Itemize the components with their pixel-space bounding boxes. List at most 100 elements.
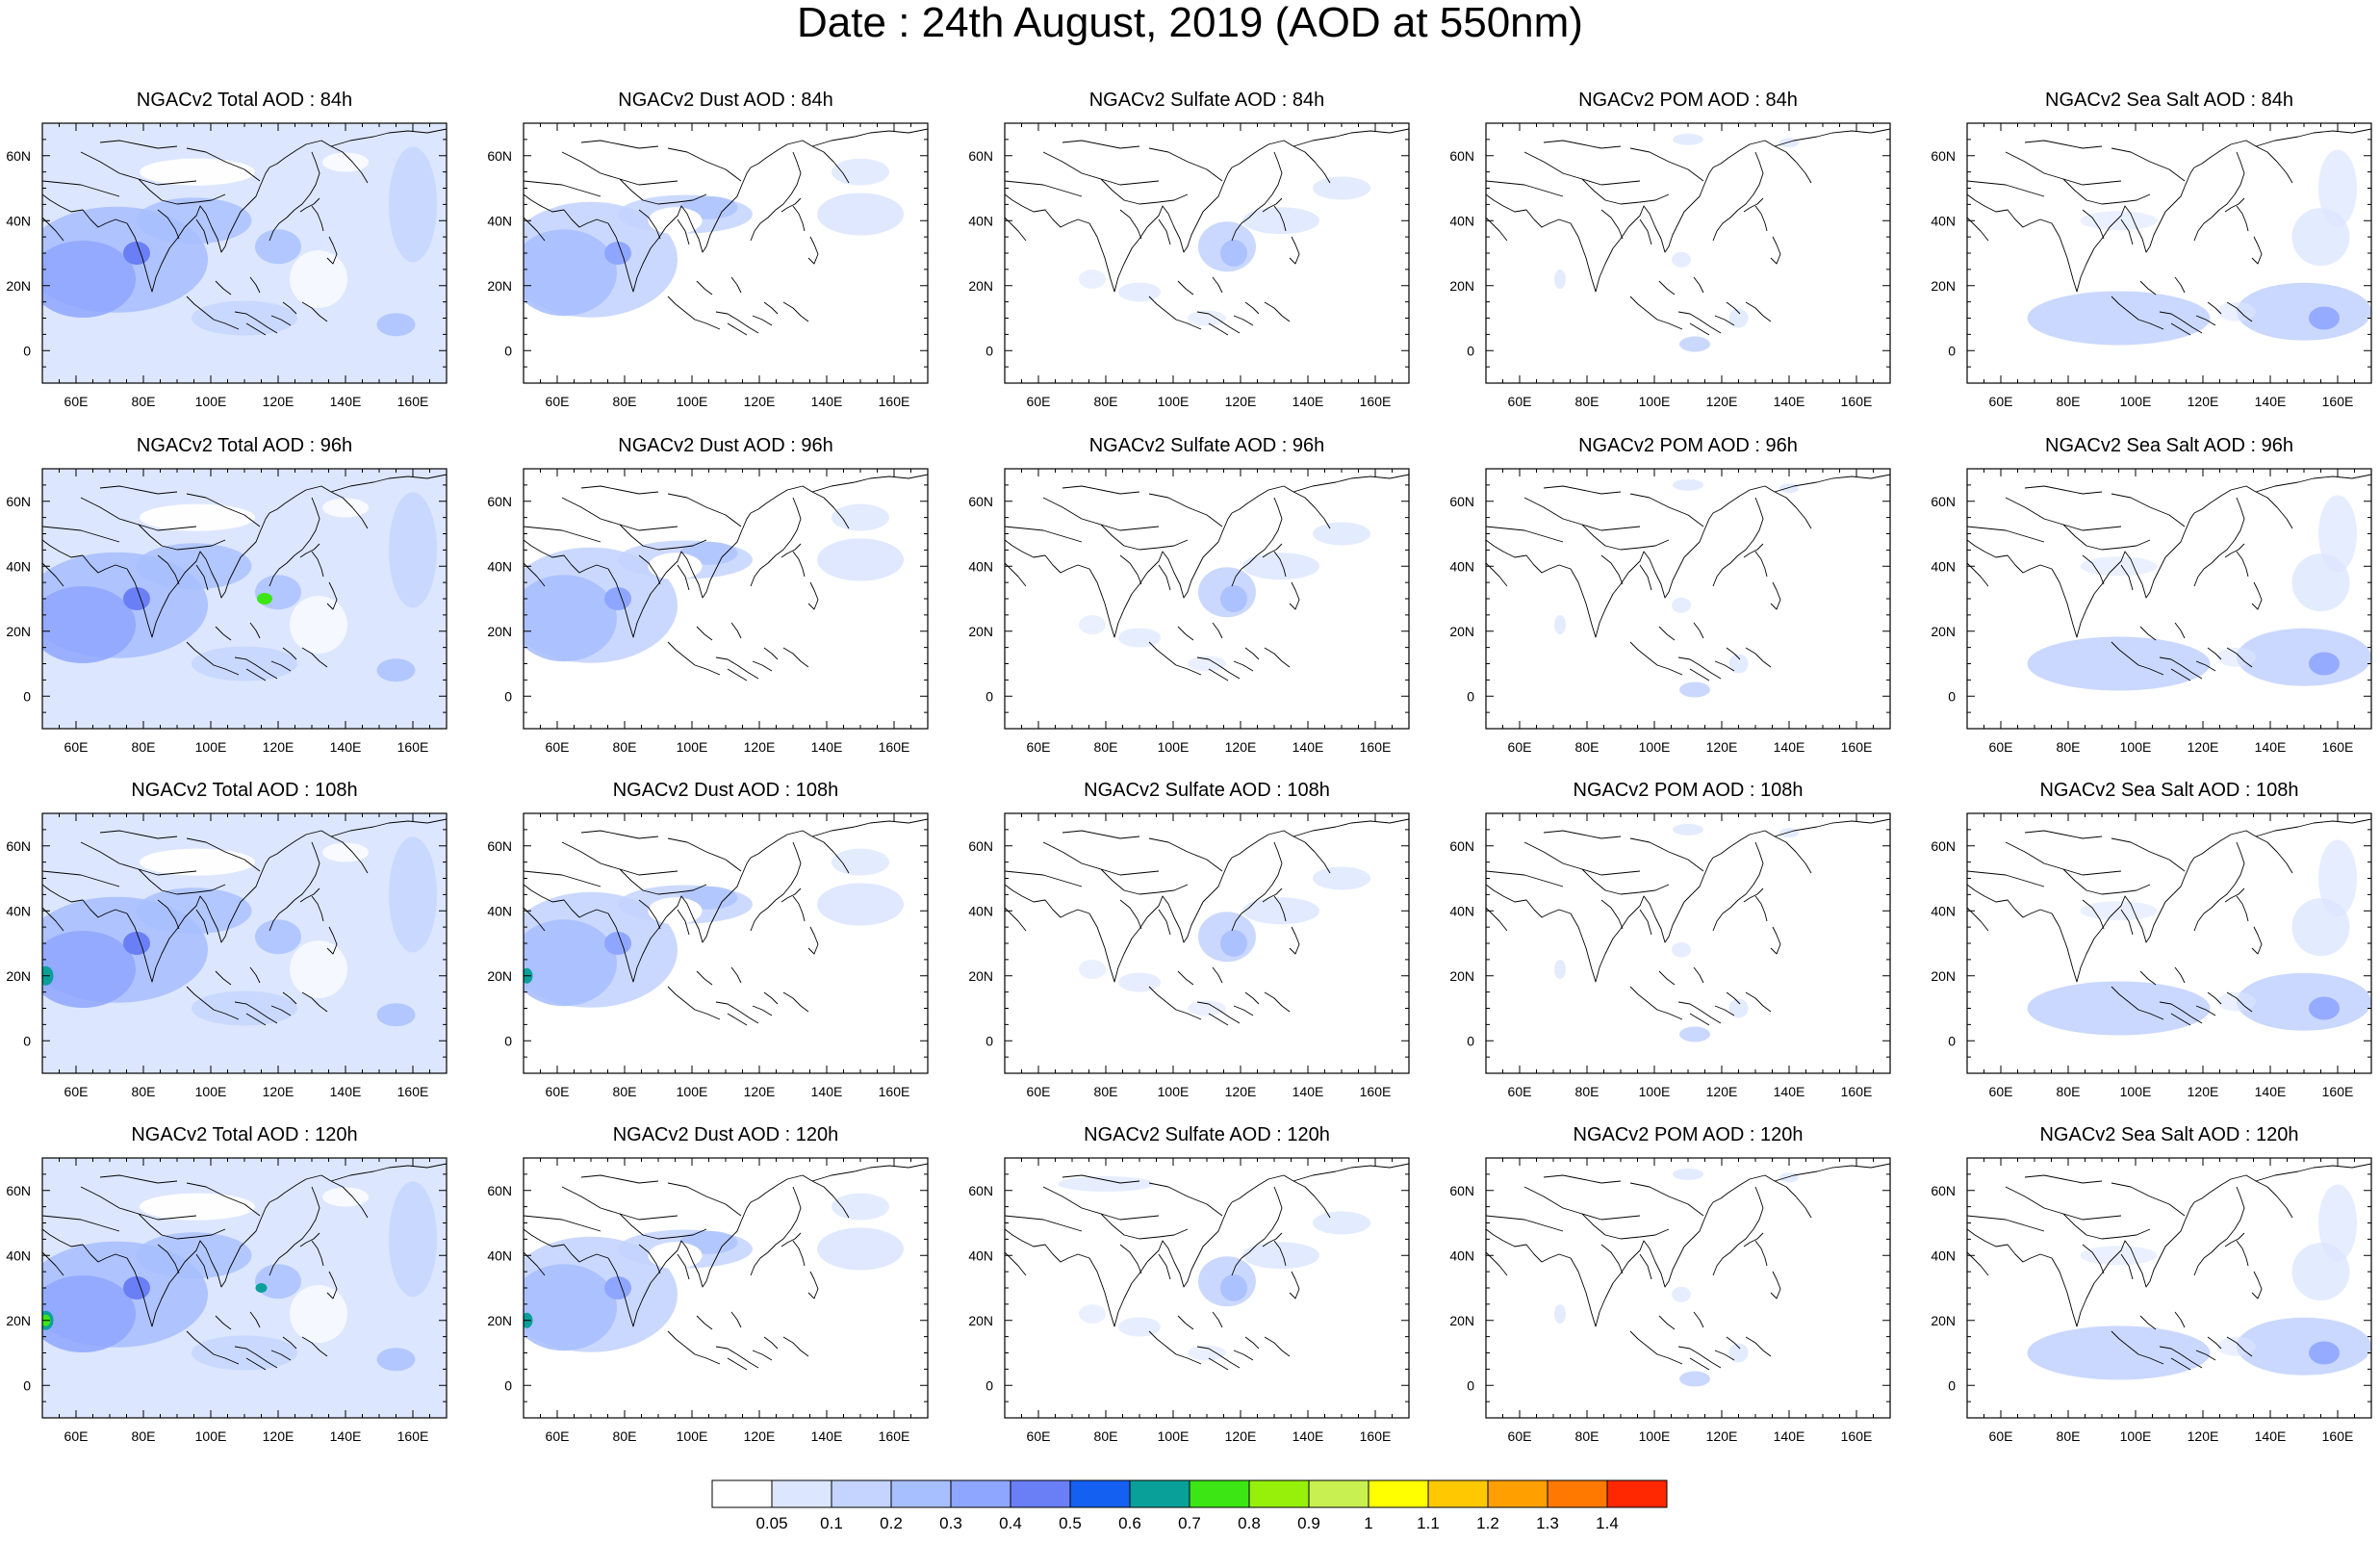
lon-tick-label: 120E [2188,739,2219,755]
aod-field-patch [140,848,255,876]
lon-tick-label: 80E [1094,1084,1118,1099]
lon-tick-label: 100E [195,1084,227,1099]
lat-tick-label: 0 [1467,343,1474,358]
lat-tick-label: 40N [968,213,993,228]
panel-title: NGACv2 Sea Salt AOD : 84h [2045,90,2293,111]
lat-tick-label: 20N [1931,1313,1956,1328]
colorbar-label: 1.1 [1417,1514,1440,1532]
aod-field-patch [1220,240,1247,267]
aod-field-patch [2217,301,2256,321]
lon-tick-label: 60E [1508,394,1532,409]
colorbar-label: 0.3 [939,1514,962,1532]
map-plot: 60E 80E 100E 120E 140E 160E 60N 40N 20N 0 [487,122,929,409]
aod-field-patch [832,503,889,531]
lon-tick-label: 140E [2255,739,2287,755]
aod-field-patch [2309,306,2340,330]
aod-field-patch [1779,1172,1799,1183]
aod-field-patch [123,242,150,265]
aod-field-patch [1554,270,1566,289]
aod-field-patch [1672,1286,1691,1302]
map-panel-seasalt-84h: NGACv2 Sea Salt AOD : 84h 60E 80E 100E 120E 1… [1931,90,2372,409]
lon-tick-label: 60E [1508,1428,1532,1444]
aod-field-patch [192,1335,297,1371]
aod-field-patch [2027,981,2211,1036]
lon-tick-label: 80E [613,1428,637,1444]
aod-field [1486,1158,1890,1418]
map-panel-dust-84h: NGACv2 Dust AOD : 84h 60E 80E 100E 120E 140E 1… [487,90,929,409]
aod-field-patch [123,932,150,955]
map-panel-pom-108h: NGACv2 POM AOD : 108h 60E 80E 100E 120E 140E 1… [1449,780,1891,1099]
aod-field [524,123,928,383]
panel-title: NGACv2 Total AOD : 108h [131,780,358,801]
lat-tick-label: 40N [1449,213,1474,228]
aod-field-patch [1779,828,1799,838]
lon-tick-label: 60E [1989,1084,2013,1099]
lon-tick-label: 140E [1774,394,1805,409]
lat-tick-label: 40N [1931,558,1956,574]
lon-tick-label: 100E [1158,739,1190,755]
lon-tick-label: 120E [1225,394,1257,409]
map-panel-total-120h: NGACv2 Total AOD : 120h 60E 80E 100E 120E 140… [6,1124,448,1444]
lon-tick-label: 100E [195,739,227,755]
aod-field-patch [1058,1176,1154,1192]
lon-tick-label: 120E [2188,1428,2219,1444]
colorbar-graphic: 0.05 0.1 0.2 0.3 0.4 0.5 0.6 0.7 0.8 0.9 1 1.1 1.2 1.… [711,1479,1668,1532]
lon-tick-label: 160E [1360,1428,1392,1444]
lon-tick-label: 140E [330,394,362,409]
lon-tick-label: 60E [64,394,89,409]
lon-tick-label: 160E [2322,739,2354,755]
panel-title: NGACv2 Dust AOD : 84h [618,90,833,111]
lon-tick-label: 80E [2057,394,2081,409]
aod-field-patch [257,593,272,604]
lat-tick-label: 40N [968,903,993,918]
lon-tick-label: 140E [330,1428,362,1444]
lat-tick-label: 20N [6,968,31,984]
aod-field-patch [192,990,297,1026]
lat-tick-label: 0 [504,688,512,704]
panel-title: NGACv2 Sea Salt AOD : 96h [2045,435,2293,456]
coastlines [41,1163,448,1371]
coastlines [1966,1163,2372,1371]
aod-field-patch [524,575,617,662]
lon-tick-label: 100E [1639,1084,1671,1099]
aod-field-patch [140,158,255,186]
coastlines [523,818,929,1026]
colorbar-label: 0.8 [1238,1514,1261,1532]
aod-field-patch [1554,1304,1566,1324]
colorbar-label: 1.2 [1476,1514,1499,1532]
lat-tick-label: 0 [1948,1033,1956,1048]
aod-field-patch [2318,1184,2357,1262]
aod-field-patch [2237,282,2371,341]
aod-field-patch [1118,972,1161,992]
colorbar-box [1189,1479,1250,1508]
map-panel-pom-120h: NGACv2 POM AOD : 120h 60E 80E 100E 120E 140E 1… [1449,1124,1891,1444]
aod-field-patch [42,586,136,663]
lat-tick-label: 20N [487,1313,512,1328]
aod-field-patch [2027,1325,2211,1380]
lon-tick-label: 100E [677,1428,708,1444]
map-panel-pom-96h: NGACv2 POM AOD : 96h 60E 80E 100E 120E 140E 16… [1449,435,1891,755]
aod-field-patch [255,1264,301,1299]
lat-tick-label: 40N [1449,1247,1474,1263]
coastlines [1485,474,1891,681]
lat-tick-label: 60N [1931,838,1956,854]
aod-field-patch [389,1181,437,1298]
coastlines [1966,474,2372,681]
lat-tick-label: 20N [1931,968,1956,984]
aod-field [1967,1158,2371,1418]
lon-tick-label: 120E [1225,1084,1257,1099]
lat-tick-label: 40N [487,1247,512,1263]
aod-field-patch [2309,996,2340,1020]
lat-tick-label: 60N [968,148,993,164]
coastlines [41,818,448,1026]
panel-title: NGACv2 Total AOD : 120h [131,1124,358,1145]
colorbar-box [831,1479,892,1508]
aod-field [1005,1158,1409,1418]
lon-tick-label: 80E [132,394,156,409]
aod-field-patch [1673,478,1703,491]
lon-tick-label: 140E [811,394,843,409]
coastlines [523,1163,929,1371]
lon-tick-label: 60E [546,1084,570,1099]
coastlines [1966,818,2372,1026]
colorbar-label: 0.1 [820,1514,843,1532]
